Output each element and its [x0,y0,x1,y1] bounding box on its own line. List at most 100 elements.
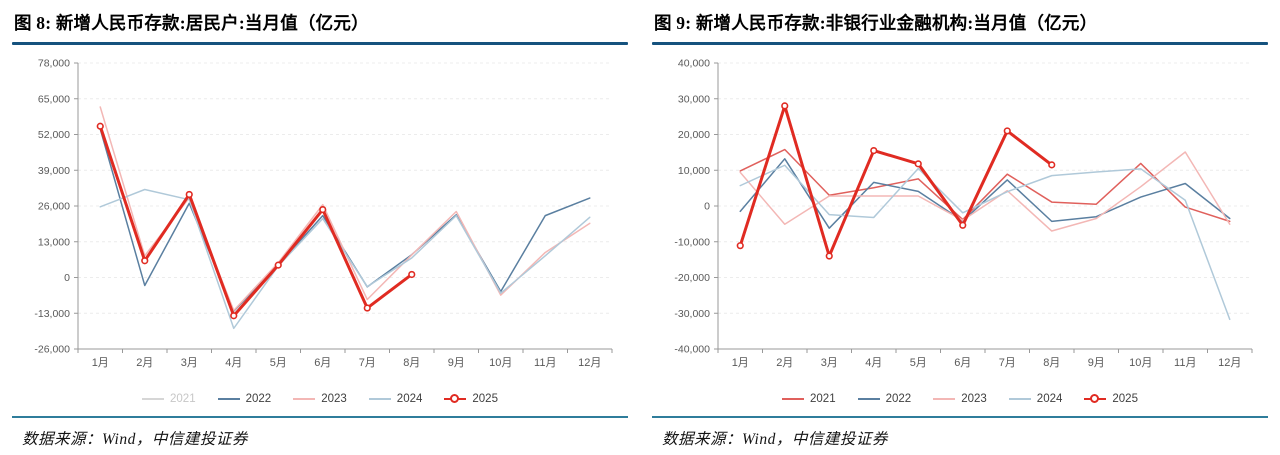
series-2025 [96,122,416,320]
legend-label-2025: 2025 [472,393,498,405]
gridlines [78,62,612,350]
series-2023 [739,151,1231,232]
x-tick-label: 5月 [270,357,287,369]
legend-item-2023[interactable]: 2023 [933,393,987,405]
y-tick-label: 0 [64,272,70,284]
legend-marker-ring [1090,394,1100,404]
y-tick-label: 65,000 [38,93,70,105]
x-tick-label: 2月 [136,357,153,369]
data-point-marker [363,304,371,312]
legend-swatch-2025 [444,394,467,404]
legend-marker-ring [450,394,460,404]
legend-swatch-2023 [933,397,956,401]
x-tick-label: 10月 [489,357,512,369]
legend-item-2022[interactable]: 2022 [857,393,912,405]
series-2021 [739,148,1231,223]
x-tick-label: 11月 [1174,357,1196,369]
y-tick-label: 78,000 [38,58,70,70]
y-tick-label: 20,000 [678,129,710,141]
series-2024 [739,164,1231,321]
legend-item-2025[interactable]: 2025 [1084,393,1138,405]
legend-item-2025[interactable]: 2025 [444,393,498,405]
x-tick-label: 7月 [359,357,376,369]
x-tick-label: 6月 [314,357,331,369]
axes [714,62,1253,353]
legend-label-2025: 2025 [1112,393,1138,405]
legend-item-2024[interactable]: 2024 [368,393,422,405]
figure-8-legend: 2021 2022 2023 2024 2025 [12,389,628,409]
legend-label-2021: 2021 [170,393,196,405]
x-tick-label: 1月 [92,357,109,369]
figure-8-source: 数据来源：Wind，中信建投证券 [22,431,248,448]
x-tick-label: 1月 [732,357,749,369]
legend-label-2023: 2023 [961,393,987,405]
axis-labels: 78,000 65,000 52,000 39,000 26,000 13,000 0 -13… [34,58,601,370]
figure-9-source: 数据来源：Wind，中信建投证券 [662,431,888,448]
legend-item-2021[interactable]: 2021 [142,393,196,405]
y-tick-label: -30,000 [674,308,710,320]
y-tick-label: -40,000 [674,344,710,356]
series-2022 [739,158,1231,229]
figure-8-title: 图 8: 新增人民币存款:居民户:当月值（亿元） [14,13,369,33]
x-tick-label: 4月 [865,357,882,369]
legend-swatch-2024 [1008,397,1031,401]
legend-item-2021[interactable]: 2021 [782,393,836,405]
x-tick-label: 10月 [1129,357,1152,369]
x-tick-label: 2月 [776,357,793,369]
axis-labels: 40,000 30,000 20,000 10,000 0 -10,000 -20,000 -… [674,58,1241,370]
figure-9-line-chart: 40,000 30,000 20,000 10,000 0 -10,000 -20,000 -… [674,58,1253,370]
data-point-marker [914,160,922,168]
data-point-marker [781,102,789,110]
data-point-marker [736,242,744,250]
y-tick-label: 10,000 [678,165,710,177]
legend-swatch-2024 [368,397,391,401]
legend-label-2024: 2024 [1036,393,1063,405]
data-point-marker [96,122,104,130]
x-tick-label: 7月 [999,357,1016,369]
y-tick-label: 30,000 [678,93,710,105]
legend-label-2023: 2023 [321,393,347,405]
legend-label-2021: 2021 [810,393,836,405]
legend-swatch-2022 [217,397,240,401]
legend-item-2024[interactable]: 2024 [1008,393,1063,405]
x-tick-label: 3月 [821,357,838,369]
legend-swatch-2021 [782,397,805,401]
y-tick-label: 0 [704,201,710,213]
data-point-marker [141,257,149,265]
x-tick-label: 8月 [403,357,420,369]
y-tick-label: -13,000 [34,308,70,320]
legend-swatch-2025 [1084,394,1107,404]
x-tick-label: 9月 [448,357,465,369]
series-2025 [736,102,1056,260]
series-2024 [99,188,591,330]
data-point-marker [230,312,238,320]
y-tick-label: 40,000 [678,58,710,70]
x-tick-label: 8月 [1043,357,1060,369]
y-tick-label: -20,000 [674,272,710,284]
figure-9-panel: 图 9: 新增人民币存款:非银行业金融机构:当月值（亿元） 40,000 30,0… [640,0,1280,455]
legend-label-2022: 2022 [885,393,912,405]
x-tick-label: 5月 [910,357,927,369]
data-point-marker [1003,127,1011,135]
x-tick-label: 6月 [954,357,971,369]
data-point-marker [319,205,327,214]
figure-8-panel: 图 8: 新增人民币存款:居民户:当月值（亿元） 78,000 65,000 52,… [12,13,628,448]
x-tick-label: 9月 [1088,357,1105,369]
figure-9-legend: 2021 2022 2023 2024 2025 [652,389,1268,409]
data-point-marker [185,190,193,199]
data-point-marker [274,261,282,269]
y-tick-label: 39,000 [38,165,70,177]
x-tick-label: 12月 [578,357,601,369]
legend-item-2022[interactable]: 2022 [217,393,272,405]
data-point-marker [1048,161,1056,169]
data-point-marker [408,270,416,279]
data-point-marker [825,252,833,260]
legend-label-2022: 2022 [245,393,272,405]
x-tick-label: 12月 [1218,357,1241,369]
figure-9-footer-rule [652,416,1268,418]
data-point-marker [870,146,878,155]
figure-8-line-chart: 78,000 65,000 52,000 39,000 26,000 13,000 0 -13… [34,58,613,370]
legend-item-2023[interactable]: 2023 [293,393,347,405]
y-tick-label: -26,000 [34,344,70,356]
